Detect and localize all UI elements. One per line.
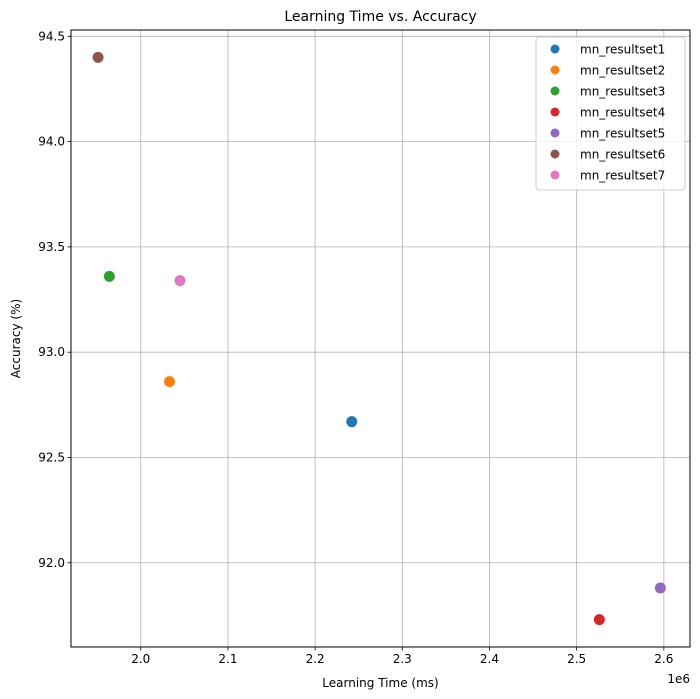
x-tick-label: 2.1 <box>218 652 237 666</box>
x-axis-offset-label: 1e6 <box>667 672 690 686</box>
chart-title: Learning Time vs. Accuracy <box>284 9 476 25</box>
point-mn_resultset1 <box>346 416 358 428</box>
grid <box>71 30 690 647</box>
point-mn_resultset2 <box>164 376 176 388</box>
y-tick-label: 92.0 <box>38 556 65 570</box>
x-tick-label: 2.2 <box>306 652 325 666</box>
y-axis-ticks: 92.0 92.5 93.0 93.5 94.0 94.5 <box>38 29 71 570</box>
y-tick-label: 93.5 <box>38 240 65 254</box>
y-axis-label: Accuracy (%) <box>9 299 23 378</box>
x-tick-label: 2.3 <box>393 652 412 666</box>
legend-marker-mn_resultset4 <box>550 107 560 117</box>
x-tick-label: 2.5 <box>567 652 586 666</box>
y-tick-label: 92.5 <box>38 450 65 464</box>
legend-marker-mn_resultset2 <box>550 65 560 75</box>
point-mn_resultset3 <box>103 270 115 282</box>
legend-label-mn_resultset1: mn_resultset1 <box>580 43 665 57</box>
plot-frame <box>70 29 691 648</box>
legend-marker-mn_resultset5 <box>550 128 560 138</box>
point-mn_resultset6 <box>92 51 104 63</box>
legend-label-mn_resultset5: mn_resultset5 <box>580 127 665 141</box>
legend: mn_resultset1 mn_resultset2 mn_resultset3m… <box>535 36 686 191</box>
legend-label-mn_resultset3: mn_resultset3 <box>580 85 665 99</box>
legend-marker-mn_resultset3 <box>550 86 560 96</box>
point-mn_resultset4 <box>593 614 605 626</box>
legend-label-mn_resultset6: mn_resultset6 <box>580 148 665 162</box>
y-tick-label: 94.0 <box>38 135 65 149</box>
x-tick-label: 2.0 <box>131 652 150 666</box>
point-mn_resultset7 <box>174 275 186 287</box>
legend-marker-mn_resultset1 <box>550 44 560 54</box>
data-points <box>92 51 666 626</box>
x-axis-ticks: 2.0 2.1 2.2 2.3 2.4 2.5 2.6 <box>131 647 673 666</box>
legend-label-mn_resultset2: mn_resultset2 <box>580 64 665 78</box>
legend-marker-mn_resultset7 <box>550 170 560 180</box>
y-tick-label: 93.0 <box>38 345 65 359</box>
legend-box <box>535 36 686 191</box>
legend-label-mn_resultset7: mn_resultset7 <box>580 169 665 183</box>
point-mn_resultset5 <box>654 582 666 594</box>
legend-marker-mn_resultset6 <box>550 149 560 159</box>
x-axis-label: Learning Time (ms) <box>322 676 438 690</box>
y-tick-label: 94.5 <box>38 29 65 43</box>
legend-label-mn_resultset4: mn_resultset4 <box>580 106 665 120</box>
x-tick-label: 2.4 <box>480 652 499 666</box>
x-tick-label: 2.6 <box>654 652 673 666</box>
